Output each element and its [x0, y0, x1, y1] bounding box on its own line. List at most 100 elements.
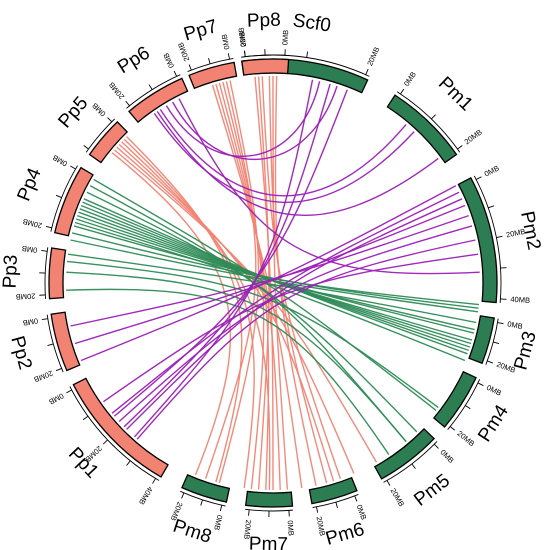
- tick-mark: [181, 492, 185, 499]
- tick-axis: [44, 247, 49, 299]
- tick-label: 0MB: [237, 31, 248, 47]
- chromosome-label: Pp6: [114, 43, 154, 79]
- tick-mark: [457, 145, 463, 150]
- tick-axis: [245, 508, 293, 512]
- synteny-link: [257, 76, 270, 490]
- tick-axis: [85, 118, 115, 153]
- chromosome-block: [432, 370, 477, 428]
- tick-label: 20MB: [455, 429, 476, 448]
- synteny-link: [159, 109, 407, 197]
- tick-label: 0MB: [280, 30, 290, 46]
- tick-label: 20MB: [365, 46, 381, 68]
- tick-label: 0MB: [22, 316, 39, 327]
- tick-mark: [316, 506, 319, 513]
- synteny-link: [66, 271, 407, 443]
- tick-axis: [383, 441, 438, 483]
- chromosome-block: [188, 61, 238, 90]
- tick-mark: [188, 64, 192, 71]
- tick-mark: [200, 499, 203, 506]
- tick-mark: [208, 57, 211, 64]
- tick-axis: [485, 318, 499, 365]
- chromosome-pm1: 0MB 20MB Pm1: [386, 70, 484, 164]
- chromosome-label: Pp2: [6, 334, 35, 372]
- tick-mark: [433, 443, 439, 449]
- tick-mark: [431, 114, 436, 120]
- synteny-link: [102, 253, 479, 403]
- tick-mark: [41, 249, 48, 252]
- tick-label: 0MB: [286, 520, 296, 536]
- chromosome-label: Pm8: [170, 516, 214, 548]
- tick-mark: [107, 117, 113, 123]
- synteny-link: [136, 239, 476, 440]
- tick-mark: [219, 505, 223, 512]
- chromosome-label: Pm2: [516, 209, 544, 251]
- tick-label: 40MB: [510, 295, 530, 305]
- synteny-link: [67, 260, 439, 409]
- chromosome-block: [53, 166, 94, 237]
- tick-axis: [473, 175, 502, 303]
- tick-mark: [411, 463, 416, 469]
- synteny-link: [74, 221, 466, 362]
- chromosome-label: Pm1: [434, 73, 477, 115]
- chromosome-block: [244, 490, 294, 508]
- chromosome-block: [386, 94, 458, 164]
- tick-label: 0MB: [51, 153, 69, 169]
- synteny-link: [126, 198, 463, 430]
- tick-axis: [447, 379, 481, 430]
- synteny-links: [66, 75, 480, 491]
- tick-mark: [449, 426, 456, 431]
- tick-label: 0MB: [402, 70, 418, 88]
- tick-mark: [173, 70, 178, 77]
- tick-mark: [82, 415, 89, 421]
- tick-label: 0MB: [90, 101, 107, 118]
- synteny-link: [70, 214, 469, 327]
- tick-mark: [365, 69, 369, 75]
- tick-mark: [83, 145, 89, 150]
- chromosome-label: Pm7: [249, 534, 288, 550]
- synteny-link: [254, 76, 274, 491]
- tick-label: 0MB: [21, 244, 38, 255]
- tick-mark: [244, 50, 246, 57]
- chromosome-label: Pm3: [510, 329, 540, 372]
- tick-mark: [55, 367, 62, 372]
- tick-mark: [497, 322, 504, 325]
- tick-mark: [386, 480, 391, 486]
- tick-mark: [41, 318, 48, 321]
- tick-axis: [69, 386, 160, 481]
- tick-mark: [248, 509, 250, 516]
- tick-mark: [125, 100, 130, 107]
- tick-axis: [312, 493, 359, 508]
- tick-label: 0MB: [220, 33, 232, 50]
- chromosome-label: Pm6: [323, 519, 366, 550]
- tick-label: 20MB: [463, 128, 484, 147]
- chromosome-block: [128, 77, 189, 124]
- synteny-link: [133, 79, 314, 438]
- tick-axis: [46, 314, 64, 373]
- tick-mark: [152, 478, 156, 484]
- chromosome-block: [241, 58, 290, 76]
- chromosome-label: Pp4: [14, 165, 46, 205]
- synteny-link: [165, 81, 321, 157]
- synteny-link: [93, 178, 437, 411]
- synteny-link: [70, 239, 479, 313]
- tick-label: 0MB: [483, 163, 501, 178]
- tick-mark: [488, 205, 495, 209]
- chromosome-label: Pp3: [0, 254, 22, 289]
- tick-label: 20MB: [389, 487, 407, 508]
- tick-label: 20MB: [33, 368, 55, 384]
- tick-axis: [187, 58, 234, 73]
- tick-label: 20MB: [242, 519, 253, 539]
- tick-mark: [487, 360, 494, 364]
- tick-mark: [400, 88, 405, 95]
- chromosome-pm2: 0MB 20MB 40MB Pm2: [457, 163, 544, 305]
- tick-label: 20MB: [22, 217, 43, 230]
- tick-mark: [227, 53, 230, 60]
